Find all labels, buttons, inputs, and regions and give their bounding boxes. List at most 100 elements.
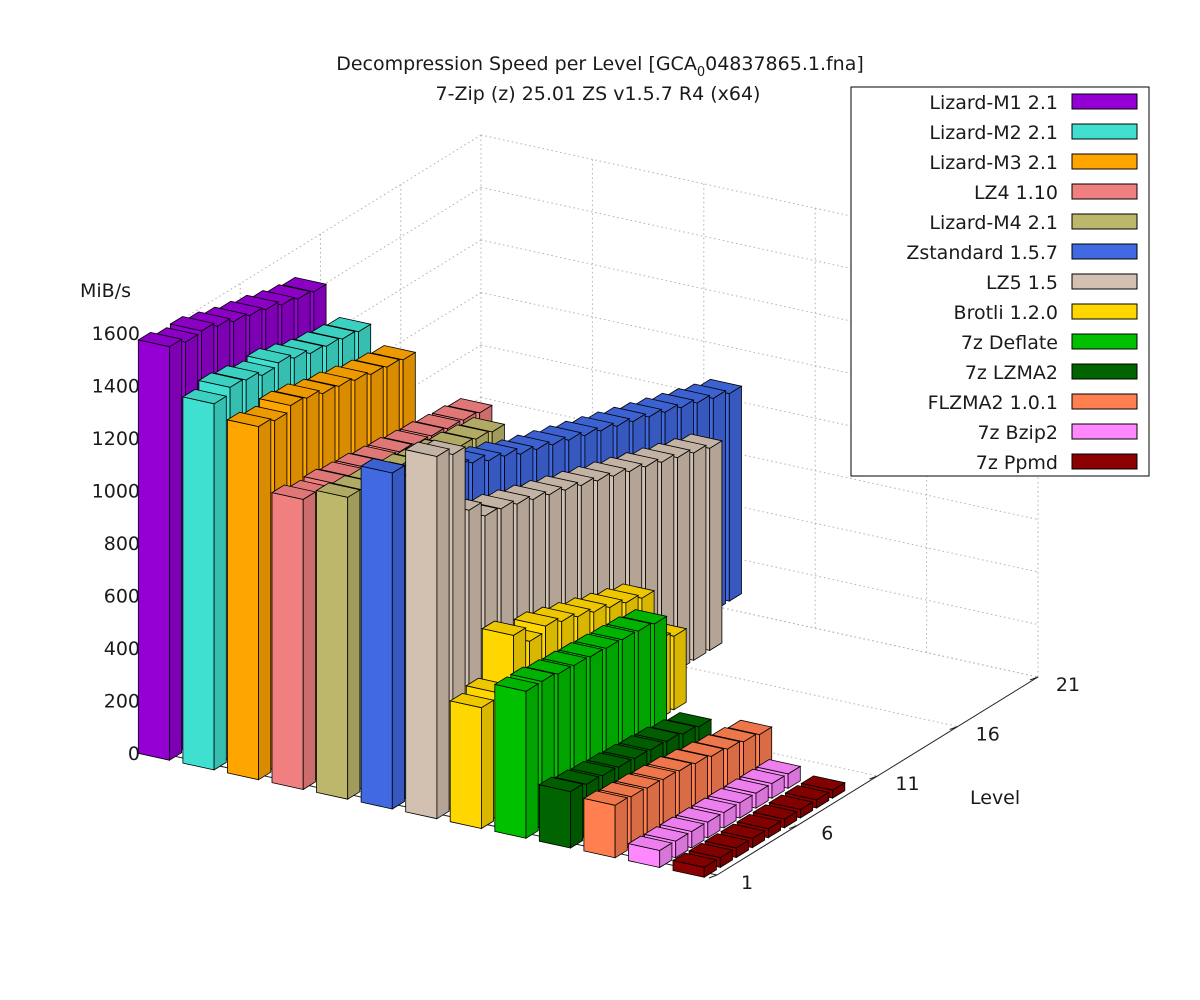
level-tick [869, 775, 878, 780]
bar-top-face [351, 445, 397, 461]
bar [582, 790, 629, 859]
legend-label: 7z Ppmd [976, 452, 1058, 474]
bar-top-face [586, 752, 632, 768]
bar-top-face [618, 735, 665, 751]
bar-side-face [213, 395, 227, 771]
bar-top-face [631, 764, 677, 780]
level-tick-label: 6 [821, 823, 833, 845]
bar-front-face [271, 492, 304, 790]
bar-top-face [614, 773, 661, 789]
bar-top-face [431, 405, 477, 421]
bar [137, 331, 183, 761]
level-tick [789, 825, 798, 829]
level-tick-label: 11 [895, 773, 919, 795]
z-tick-label: 800 [104, 533, 140, 555]
bar-side-face [728, 385, 742, 602]
bar [360, 458, 406, 810]
bar [315, 482, 361, 800]
bar-top-face [634, 726, 681, 742]
bar-top-face [557, 642, 604, 658]
chart-title: Decompression Speed per Level [GCA004837… [336, 53, 864, 80]
legend-swatch [1071, 183, 1138, 200]
wall-grid-line [480, 239, 1039, 363]
bar [627, 835, 673, 869]
bar-top-face [310, 324, 356, 340]
bar-top-face [274, 383, 321, 399]
bar-top-face [602, 743, 648, 759]
bar-front-face [538, 784, 571, 849]
bar-top-face [711, 727, 757, 743]
bar-top-face [739, 768, 786, 784]
bar-top-face [755, 759, 802, 775]
bar-top-face [383, 429, 429, 445]
bar-side-face [673, 627, 687, 711]
bar-top-face [525, 659, 572, 675]
z-tick-label: 1600 [92, 323, 140, 345]
bar-top-face [541, 650, 588, 666]
z-tick-label: 1400 [92, 376, 140, 398]
bar-top-face [659, 816, 706, 832]
bar-top-face [736, 813, 782, 830]
bar-top-face [306, 371, 353, 387]
bar-top-face [723, 778, 770, 794]
bar-top-face [570, 760, 616, 777]
wall-grid-line [480, 187, 1039, 310]
bar-top-face [404, 441, 451, 457]
bar-top-face [650, 719, 697, 735]
bar-front-face [316, 490, 349, 800]
bar-side-face [258, 418, 272, 781]
bar-top-face [663, 748, 709, 765]
bar-front-face [226, 419, 260, 781]
legend-swatch [1071, 93, 1138, 110]
legend-swatch [1071, 153, 1138, 170]
bar-top-face [627, 835, 673, 851]
bar-side-face [614, 797, 628, 859]
bar-top-face [415, 413, 461, 430]
bar [449, 692, 495, 830]
bar-side-face [391, 464, 405, 810]
z-tick-label: 1200 [92, 428, 140, 450]
bar-top-face [606, 616, 652, 632]
bar-top-face [449, 692, 495, 709]
bar-top-face [647, 756, 693, 772]
bar-top-face [752, 804, 798, 820]
bar-top-face [367, 437, 413, 453]
legend-swatch [1071, 123, 1138, 140]
bar-top-face [691, 797, 738, 813]
bar [538, 776, 584, 849]
level-tick [949, 726, 958, 730]
level-tick [1029, 676, 1039, 681]
bar-top-face [666, 712, 713, 728]
bar-top-face [768, 794, 814, 810]
bar-top-face [720, 823, 766, 839]
bar-top-face [554, 769, 600, 785]
bar-top-face [727, 719, 773, 736]
bar-side-face [480, 699, 495, 830]
bar [270, 484, 317, 791]
bar-top-face [226, 411, 272, 428]
level-tick-label: 21 [1056, 674, 1080, 696]
bar-side-face [693, 444, 707, 662]
legend-label: LZ5 1.5 [986, 272, 1058, 294]
z-tick-label: 600 [104, 586, 140, 608]
legend-swatch [1071, 273, 1138, 290]
bar-top-face [468, 493, 515, 510]
legend-swatch [1071, 423, 1138, 440]
bar-side-face [570, 783, 584, 849]
bar-top-face [354, 352, 401, 368]
bar-top-face [538, 776, 584, 793]
bar-top-face [704, 833, 750, 849]
bar-side-face [169, 338, 183, 761]
legend-label: Lizard-M2 2.1 [929, 122, 1058, 144]
legend-swatch [1071, 393, 1138, 410]
legend-label: LZ4 1.10 [974, 182, 1058, 204]
bar-side-face [709, 440, 723, 652]
legend-swatch [1071, 363, 1138, 380]
bar [493, 676, 540, 840]
chart-subtitle: 7-Zip (z) 25.01 ZS v1.5.7 R4 (x64) [436, 83, 761, 105]
legend-label: Lizard-M4 2.1 [929, 212, 1058, 234]
bar-front-face [449, 700, 482, 829]
legend-label: 7z Bzip2 [977, 422, 1058, 444]
bar-top-face [582, 790, 629, 806]
legend-label: Lizard-M3 2.1 [929, 152, 1058, 174]
